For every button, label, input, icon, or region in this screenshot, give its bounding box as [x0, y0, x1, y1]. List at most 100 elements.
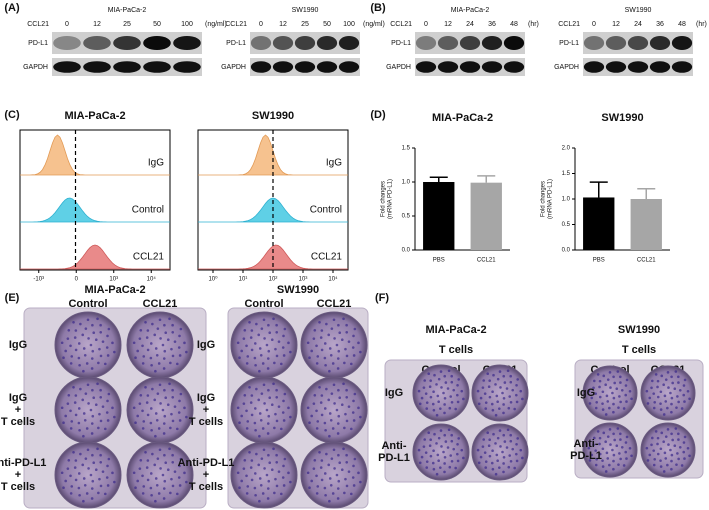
colony: [666, 428, 670, 431]
colony: [670, 467, 673, 471]
colony: [670, 453, 674, 457]
colony: [448, 465, 452, 469]
colony: [248, 450, 251, 454]
colony: [498, 407, 501, 410]
colony: [141, 409, 144, 413]
colony: [82, 477, 86, 480]
colony: [178, 399, 181, 403]
colony: [604, 413, 608, 416]
colony: [142, 420, 146, 423]
well: [230, 311, 298, 379]
colony: [308, 486, 311, 490]
colony: [324, 428, 327, 432]
colony: [337, 388, 340, 392]
colony: [671, 381, 674, 385]
colony: [257, 463, 261, 467]
colony: [94, 468, 98, 472]
unit-label: (ng/ml): [363, 21, 385, 28]
colony: [157, 427, 161, 430]
colony: [509, 374, 512, 378]
colony: [106, 354, 110, 357]
colony: [162, 487, 166, 490]
colony: [96, 447, 99, 451]
colony: [151, 387, 154, 391]
colony: [69, 362, 73, 365]
colony: [333, 402, 336, 405]
colony: [424, 392, 428, 395]
colony: [605, 394, 609, 398]
dose-label: 12: [93, 21, 101, 28]
colony: [245, 474, 248, 478]
colony: [431, 461, 435, 465]
colony: [287, 471, 290, 475]
colony: [260, 392, 264, 395]
colony: [171, 484, 175, 488]
colony: [98, 477, 101, 481]
colony: [488, 395, 492, 399]
colony: [442, 450, 445, 454]
colony: [170, 477, 173, 481]
colony: [327, 463, 331, 467]
y-tick-label: 0.0: [562, 248, 571, 254]
blot-band: [173, 61, 201, 73]
colony: [183, 471, 186, 475]
colony: [511, 388, 515, 392]
colony: [662, 470, 666, 473]
colony: [594, 392, 598, 395]
colony: [664, 457, 668, 460]
colony: [677, 438, 680, 441]
colony: [253, 472, 257, 475]
colony: [619, 381, 622, 384]
colony: [142, 485, 146, 488]
colony: [345, 330, 349, 334]
colony: [598, 379, 602, 383]
colony: [312, 337, 316, 340]
colony: [261, 362, 265, 365]
colony: [425, 407, 429, 410]
colony: [509, 400, 513, 404]
colony: [253, 486, 257, 490]
colony: [246, 485, 250, 488]
colony: [337, 414, 341, 418]
colony: [163, 388, 166, 392]
x-tick-label: 10⁴: [147, 276, 157, 283]
colony: [675, 463, 678, 466]
colony: [325, 322, 328, 326]
colony: [283, 327, 287, 331]
colony: [81, 463, 85, 467]
row-label: T cells: [1, 481, 35, 493]
colony: [448, 406, 452, 410]
blot-band: [272, 61, 294, 73]
colony: [511, 447, 515, 451]
colony: [183, 406, 186, 410]
treatment-label: CCL21: [390, 21, 412, 28]
colony: [275, 453, 278, 457]
colony: [263, 337, 266, 340]
colony: [481, 445, 485, 448]
colony: [343, 426, 346, 430]
colony: [250, 394, 254, 397]
colony: [253, 407, 257, 410]
x-tick-label: 10³: [299, 277, 308, 283]
colony: [335, 343, 339, 347]
colony: [359, 350, 362, 354]
colony: [686, 446, 690, 450]
colony: [257, 333, 261, 337]
colony: [688, 454, 691, 458]
colony: [139, 458, 143, 462]
colony: [602, 431, 606, 435]
colony: [502, 470, 505, 474]
colony: [336, 422, 340, 425]
colony: [136, 479, 139, 483]
colony: [608, 406, 611, 410]
blot-band: [627, 35, 649, 51]
colony: [612, 467, 615, 471]
well: [54, 376, 122, 444]
colony: [677, 457, 680, 461]
colony: [267, 349, 271, 353]
colony: [62, 486, 65, 490]
colony: [139, 393, 143, 397]
colony: [587, 389, 591, 393]
colony: [60, 471, 64, 475]
bar: [630, 199, 662, 250]
